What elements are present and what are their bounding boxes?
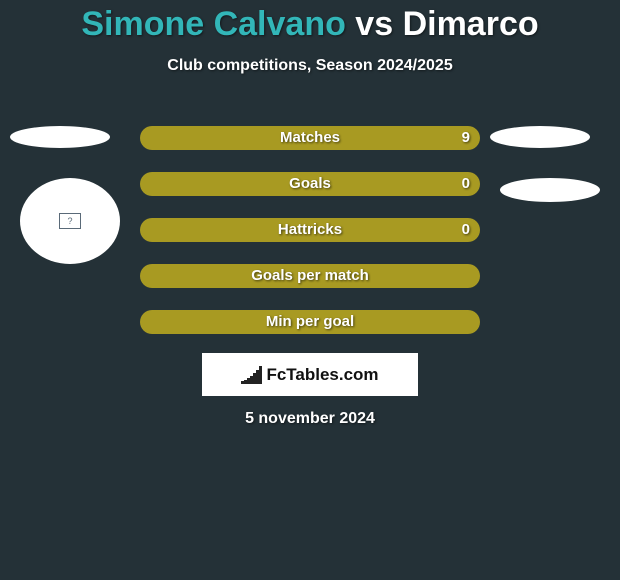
stat-row: Min per goal: [140, 310, 480, 334]
fctables-logo[interactable]: FcTables.com: [202, 353, 418, 396]
decor-ellipse-left-1: [10, 126, 110, 148]
stat-row: Matches 9: [140, 126, 480, 150]
decor-ellipse-right-2: [500, 178, 600, 202]
player-avatar-placeholder: ?: [20, 178, 120, 264]
stat-value-right: 0: [462, 172, 470, 196]
logo-bars-icon: [241, 366, 262, 384]
logo-text: FcTables.com: [266, 365, 378, 385]
stat-row: Goals 0: [140, 172, 480, 196]
stat-value-right: 9: [462, 126, 470, 150]
stat-label: Goals: [289, 175, 331, 192]
title-player2: Dimarco: [403, 5, 539, 43]
title-vs: vs: [346, 5, 403, 43]
date-label: 5 november 2024: [0, 410, 620, 428]
stat-label: Min per goal: [266, 313, 354, 330]
stat-label: Matches: [280, 129, 340, 146]
stat-row: Hattricks 0: [140, 218, 480, 242]
stat-row: Goals per match: [140, 264, 480, 288]
stats-panel: Matches 9 Goals 0 Hattricks 0 Goals per match M…: [140, 126, 480, 356]
decor-ellipse-right-1: [490, 126, 590, 148]
subtitle: Club competitions, Season 2024/2025: [0, 57, 620, 75]
page-title: Simone Calvano vs Dimarco: [0, 0, 620, 43]
title-player1: Simone Calvano: [81, 5, 346, 43]
missing-image-icon: ?: [59, 213, 81, 229]
stat-label: Hattricks: [278, 221, 342, 238]
stat-label: Goals per match: [251, 267, 369, 284]
stat-value-right: 0: [462, 218, 470, 242]
